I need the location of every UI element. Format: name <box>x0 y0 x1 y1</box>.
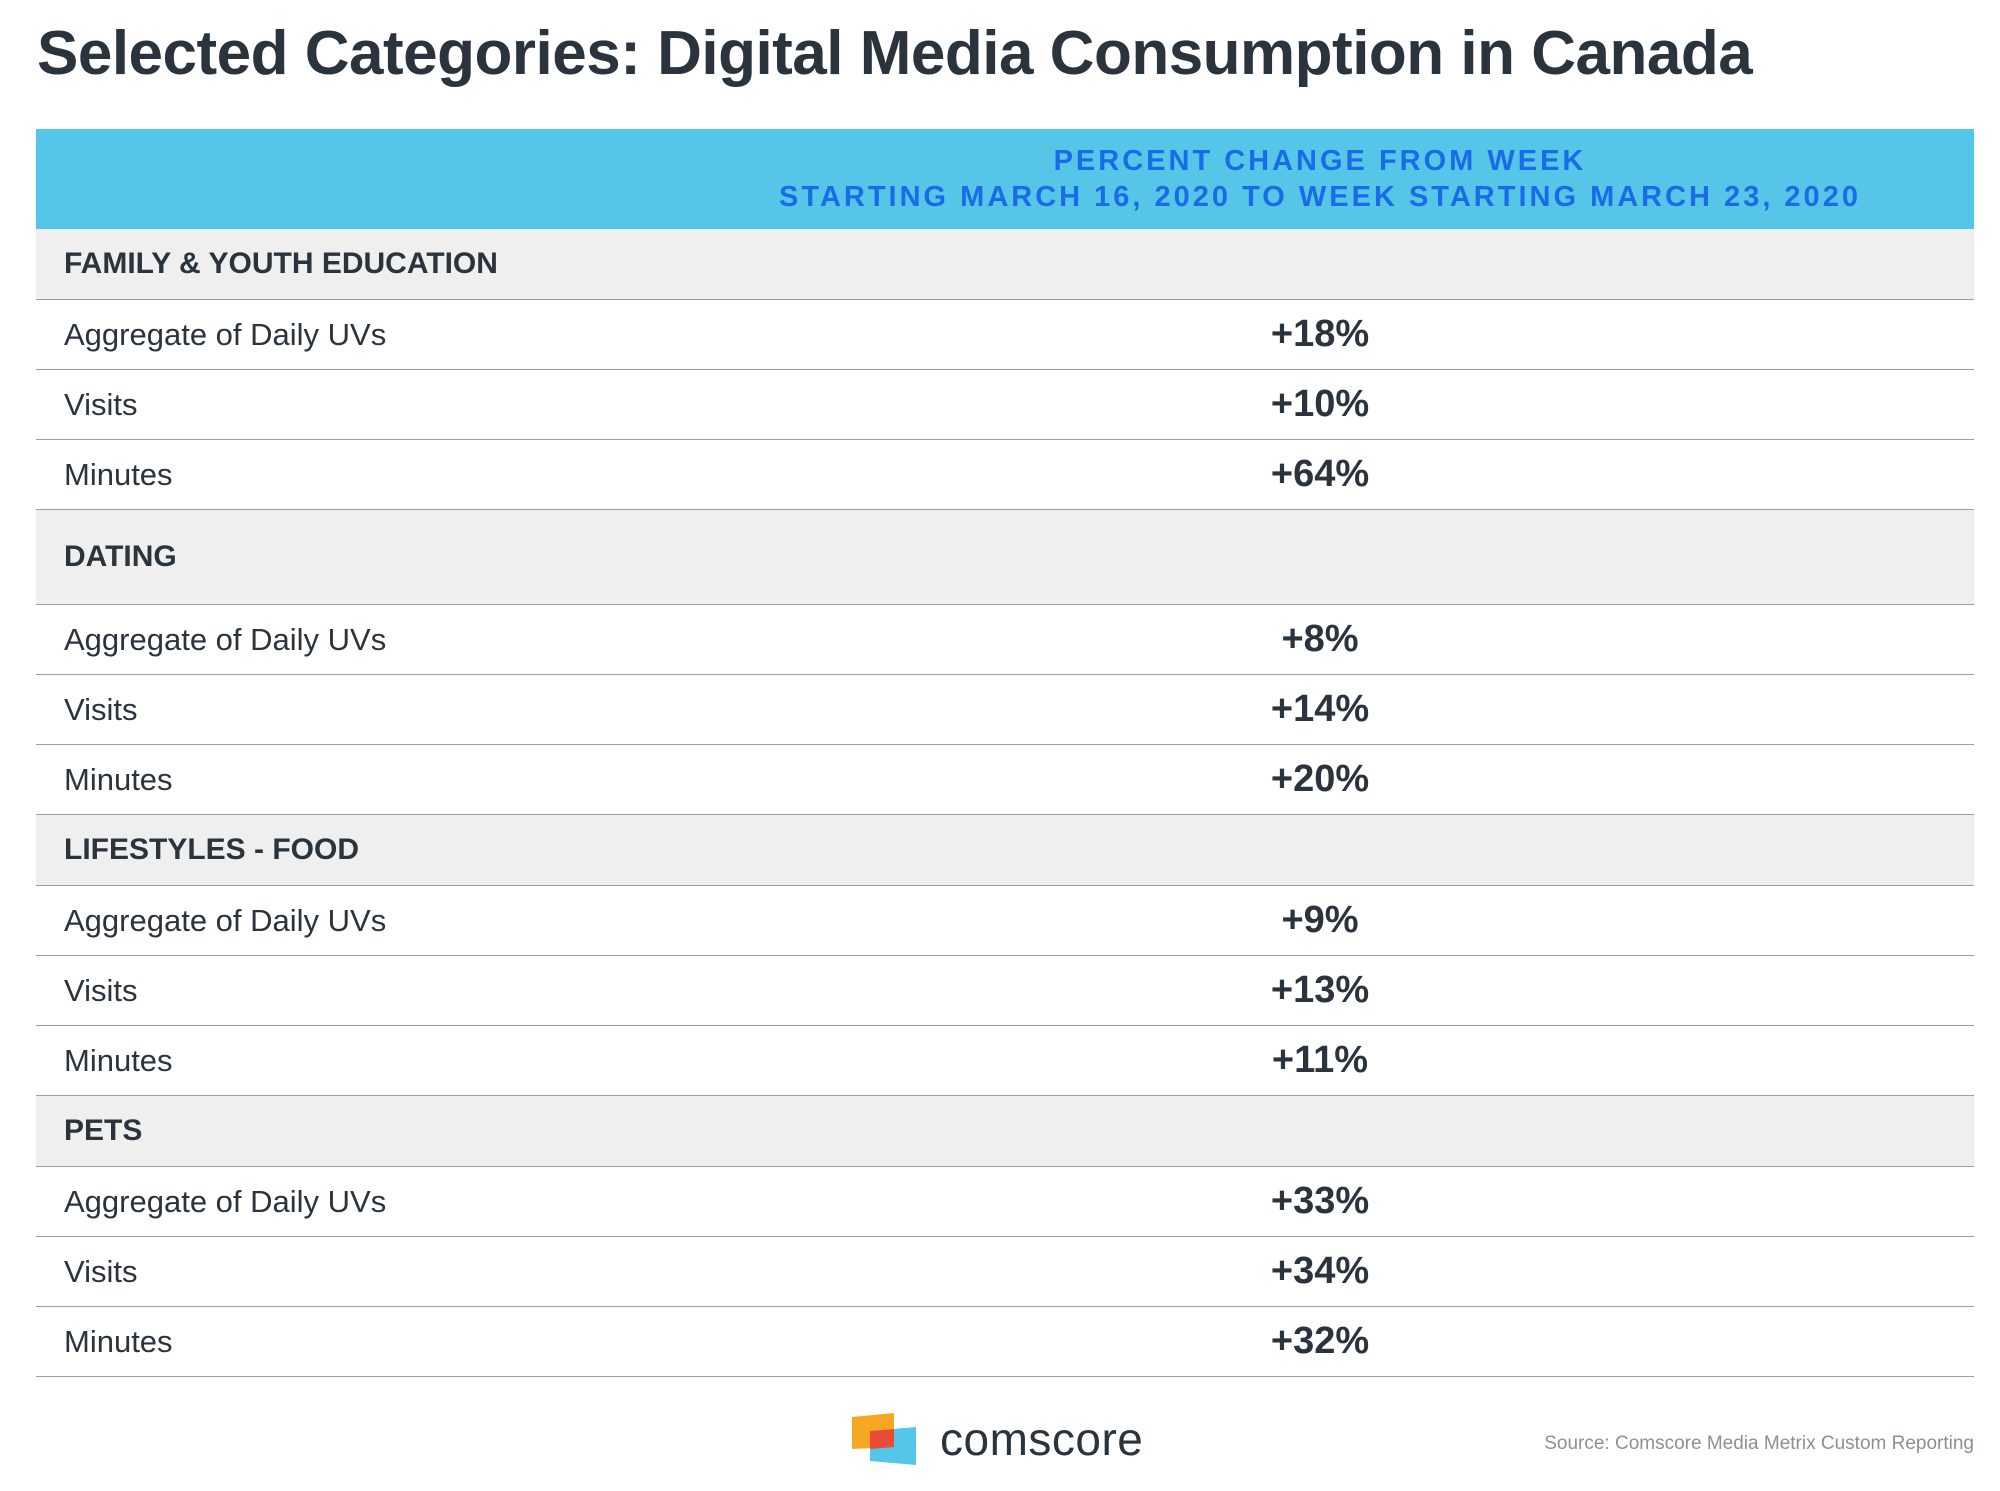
percent-change-value: +9% <box>1281 899 1359 941</box>
table-row: Visits +14% <box>36 675 1974 745</box>
section-header: PETS <box>36 1096 1974 1167</box>
comscore-logo-icon <box>852 1413 916 1465</box>
page-title: Selected Categories: Digital Media Consu… <box>37 19 1753 88</box>
metric-label: Visits <box>64 691 138 727</box>
comscore-logo: comscore <box>852 1412 1143 1466</box>
table-row: Minutes +11% <box>36 1026 1974 1096</box>
percent-change-value: +11% <box>1271 1039 1369 1081</box>
section-header: DATING <box>36 510 1974 605</box>
metric-label: Aggregate of Daily UVs <box>64 902 387 938</box>
metric-label: Visits <box>64 972 138 1008</box>
column-header-line-1: PERCENT CHANGE FROM WEEK <box>1053 145 1587 177</box>
percent-change-value: +10% <box>1270 383 1370 425</box>
table-row: Visits +34% <box>36 1237 1974 1307</box>
table-row: Aggregate of Daily UVs +9% <box>36 886 1974 956</box>
percent-change-value: +14% <box>1270 688 1370 730</box>
metric-label: Aggregate of Daily UVs <box>64 1183 387 1219</box>
percent-change-value: +20% <box>1270 758 1370 800</box>
section-header: FAMILY & YOUTH EDUCATION <box>36 229 1974 300</box>
table-row: Aggregate of Daily UVs +33% <box>36 1167 1974 1237</box>
metric-label: Visits <box>64 386 138 422</box>
table-body: FAMILY & YOUTH EDUCATION Aggregate of Dai… <box>36 229 1974 1377</box>
comscore-logo-text: comscore <box>940 1413 1144 1465</box>
percent-change-value: +64% <box>1270 453 1370 495</box>
table-row: Minutes +64% <box>36 440 1974 510</box>
percent-change-value: +18% <box>1270 313 1370 355</box>
table-row: Aggregate of Daily UVs +18% <box>36 300 1974 370</box>
source-note: Source: Comscore Media Metrix Custom Rep… <box>1544 1433 1974 1454</box>
table-row: Aggregate of Daily UVs +8% <box>36 605 1974 675</box>
section-header: LIFESTYLES - FOOD <box>36 815 1974 886</box>
data-table: PERCENT CHANGE FROM WEEK STARTING MARCH … <box>36 129 1974 1377</box>
metric-label: Visits <box>64 1253 138 1289</box>
metric-label: Minutes <box>64 761 173 797</box>
metric-label: Aggregate of Daily UVs <box>64 621 387 657</box>
metric-label: Minutes <box>64 456 173 492</box>
percent-change-value: +13% <box>1270 969 1370 1011</box>
table-row: Minutes +32% <box>36 1307 1974 1377</box>
percent-change-value: +8% <box>1281 618 1359 660</box>
column-header-line-2: STARTING MARCH 16, 2020 TO WEEK STARTING… <box>779 181 1861 213</box>
table-row: Minutes +20% <box>36 745 1974 815</box>
metric-label: Minutes <box>64 1042 173 1078</box>
metric-label: Minutes <box>64 1323 173 1359</box>
table-row: Visits +10% <box>36 370 1974 440</box>
metric-label: Aggregate of Daily UVs <box>64 316 387 352</box>
percent-change-value: +33% <box>1270 1180 1370 1222</box>
percent-change-value: +34% <box>1270 1250 1370 1292</box>
table-header: PERCENT CHANGE FROM WEEK STARTING MARCH … <box>36 129 1974 229</box>
column-header: PERCENT CHANGE FROM WEEK STARTING MARCH … <box>666 143 1974 215</box>
percent-change-value: +32% <box>1270 1320 1370 1362</box>
table-row: Visits +13% <box>36 956 1974 1026</box>
